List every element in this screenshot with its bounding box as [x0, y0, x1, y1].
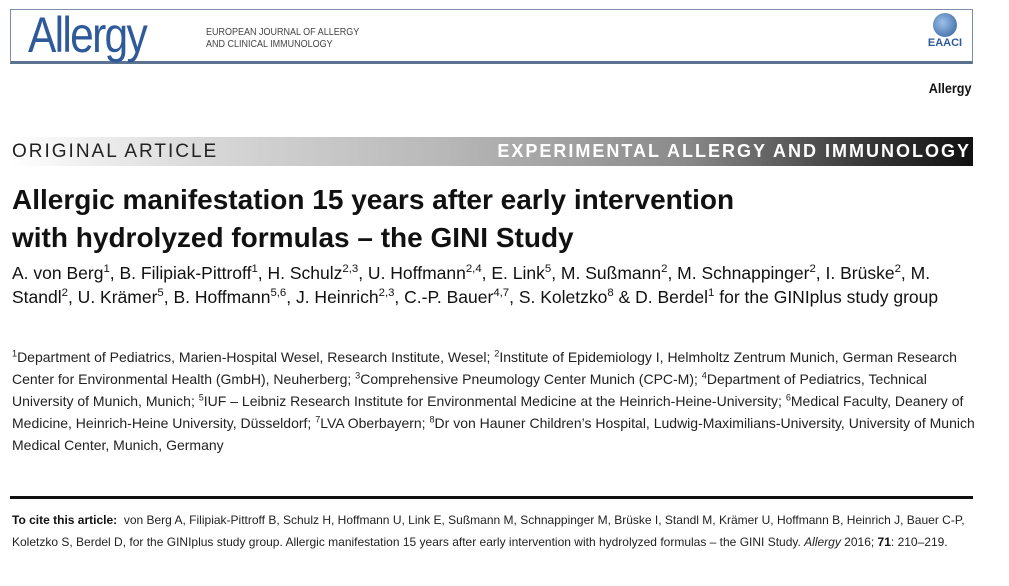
- author-affiliation-mark: 2: [61, 286, 68, 299]
- title-line2: with hydrolyzed formulas – the GINI Stud…: [12, 222, 574, 253]
- author-name: , U. Krämer: [67, 286, 158, 307]
- author-name: , B. Filipiak-Pittroff: [109, 263, 252, 283]
- author-affiliation-mark: 8: [607, 286, 614, 299]
- journal-subtitle: EUROPEAN JOURNAL OF ALLERGY AND CLINICAL…: [206, 27, 359, 51]
- affiliation-text: LVA Oberbayern;: [320, 415, 430, 431]
- citation-text: von Berg A, Filipiak-Pittroff B, Schulz …: [12, 513, 965, 549]
- title-line1: Allergic manifestation 15 years after ea…: [12, 184, 735, 215]
- author-affiliation-mark: 5: [157, 286, 164, 299]
- affiliation-text: Institute of Epidemiology I, Helmholtz Z…: [12, 349, 957, 387]
- author-name: , H. Schulz: [257, 263, 343, 283]
- citation-volume: 71: [877, 535, 891, 549]
- author-affiliation-mark: 5,6: [270, 286, 287, 299]
- author-name: , B. Hoffmann: [163, 286, 271, 307]
- author-affiliation-mark: 2,4: [465, 263, 482, 276]
- affiliation-text: Department of Pediatrics, Technical Univ…: [12, 371, 927, 409]
- author-affiliation-mark: 2: [809, 263, 816, 276]
- author-affiliation-mark: 4,7: [493, 286, 510, 299]
- citation-year: 2016;: [840, 535, 878, 549]
- author-affiliation-mark: 1: [251, 263, 258, 276]
- author-name: , M. Schnappinger: [667, 263, 810, 283]
- article-section: EXPERIMENTAL ALLERGY AND IMMUNOLOGY: [497, 141, 971, 161]
- affiliation-number: 1: [12, 348, 18, 359]
- author-affiliation-mark: 5: [544, 263, 552, 276]
- author-name: , U. Hoffmann: [358, 263, 466, 283]
- eaaci-logo-text: EAACI: [927, 37, 963, 49]
- citation-journal: Allergy: [804, 535, 841, 549]
- affiliation-text: IUF – Leibniz Research Institute for Env…: [203, 393, 786, 409]
- citation-label: To cite this article:: [12, 513, 118, 527]
- journal-logo: Allergy: [28, 7, 148, 63]
- author-name: , C.-P. Bauer: [394, 286, 494, 307]
- author-name: & D. Berdel: [613, 286, 709, 307]
- author-affiliation-mark: 2: [661, 263, 668, 276]
- author-list: A. von Berg1, B. Filipiak-Pittroff1, H. …: [12, 262, 982, 309]
- globe-icon: [933, 13, 957, 37]
- journal-subtitle-line2: AND CLINICAL IMMUNOLOGY: [206, 39, 333, 50]
- author-name: for the GINIplus study group: [714, 286, 939, 307]
- affiliation-text: Dr von Hauner Children’s Hospital, Ludwi…: [12, 415, 975, 453]
- eaaci-logo: EAACI: [926, 13, 964, 49]
- affiliation-number: 3: [355, 370, 361, 381]
- divider: [10, 496, 973, 499]
- author-name: A. von Berg: [12, 263, 104, 283]
- author-name: , J. Heinrich: [286, 286, 379, 307]
- article-title: Allergic manifestation 15 years after ea…: [12, 181, 972, 257]
- affiliations: 1Department of Pediatrics, Marien-Hospit…: [12, 346, 982, 456]
- affiliation-text: Medical Faculty, Deanery of Medicine, He…: [12, 393, 964, 431]
- author-name: , S. Koletzko: [509, 286, 608, 307]
- author-name: , M. Standl: [12, 263, 931, 307]
- author-name: , E. Link: [481, 263, 545, 283]
- author-name: , I. Brüske: [815, 263, 895, 283]
- journal-subtitle-line1: EUROPEAN JOURNAL OF ALLERGY: [206, 27, 360, 38]
- affiliation-text: Comprehensive Pneumology Center Munich (…: [360, 371, 702, 387]
- author-affiliation-mark: 2,3: [342, 263, 359, 276]
- affiliation-number: 2: [494, 348, 500, 359]
- author-name: , M. Sußmann: [551, 263, 662, 283]
- affiliation-number: 4: [701, 370, 707, 381]
- author-affiliation-mark: 2: [894, 263, 901, 276]
- author-affiliation-mark: 1: [103, 263, 110, 276]
- affiliation-number: 5: [198, 392, 204, 403]
- article-type-banner: ORIGINAL ARTICLE EXPERIMENTAL ALLERGY AN…: [10, 137, 973, 166]
- affiliation-number: 6: [785, 392, 791, 403]
- article-type: ORIGINAL ARTICLE: [12, 141, 219, 162]
- citation-pages: : 210–219.: [890, 535, 948, 549]
- journal-name: Allergy: [928, 80, 971, 96]
- affiliation-text: Department of Pediatrics, Marien-Hospita…: [17, 349, 495, 365]
- citation: To cite this article: von Berg A, Filipi…: [12, 509, 977, 553]
- affiliation-number: 7: [315, 414, 321, 425]
- author-affiliation-mark: 2,3: [378, 286, 395, 299]
- journal-header: Allergy EUROPEAN JOURNAL OF ALLERGY AND …: [10, 7, 973, 64]
- author-affiliation-mark: 1: [708, 286, 715, 299]
- affiliation-number: 8: [429, 414, 435, 425]
